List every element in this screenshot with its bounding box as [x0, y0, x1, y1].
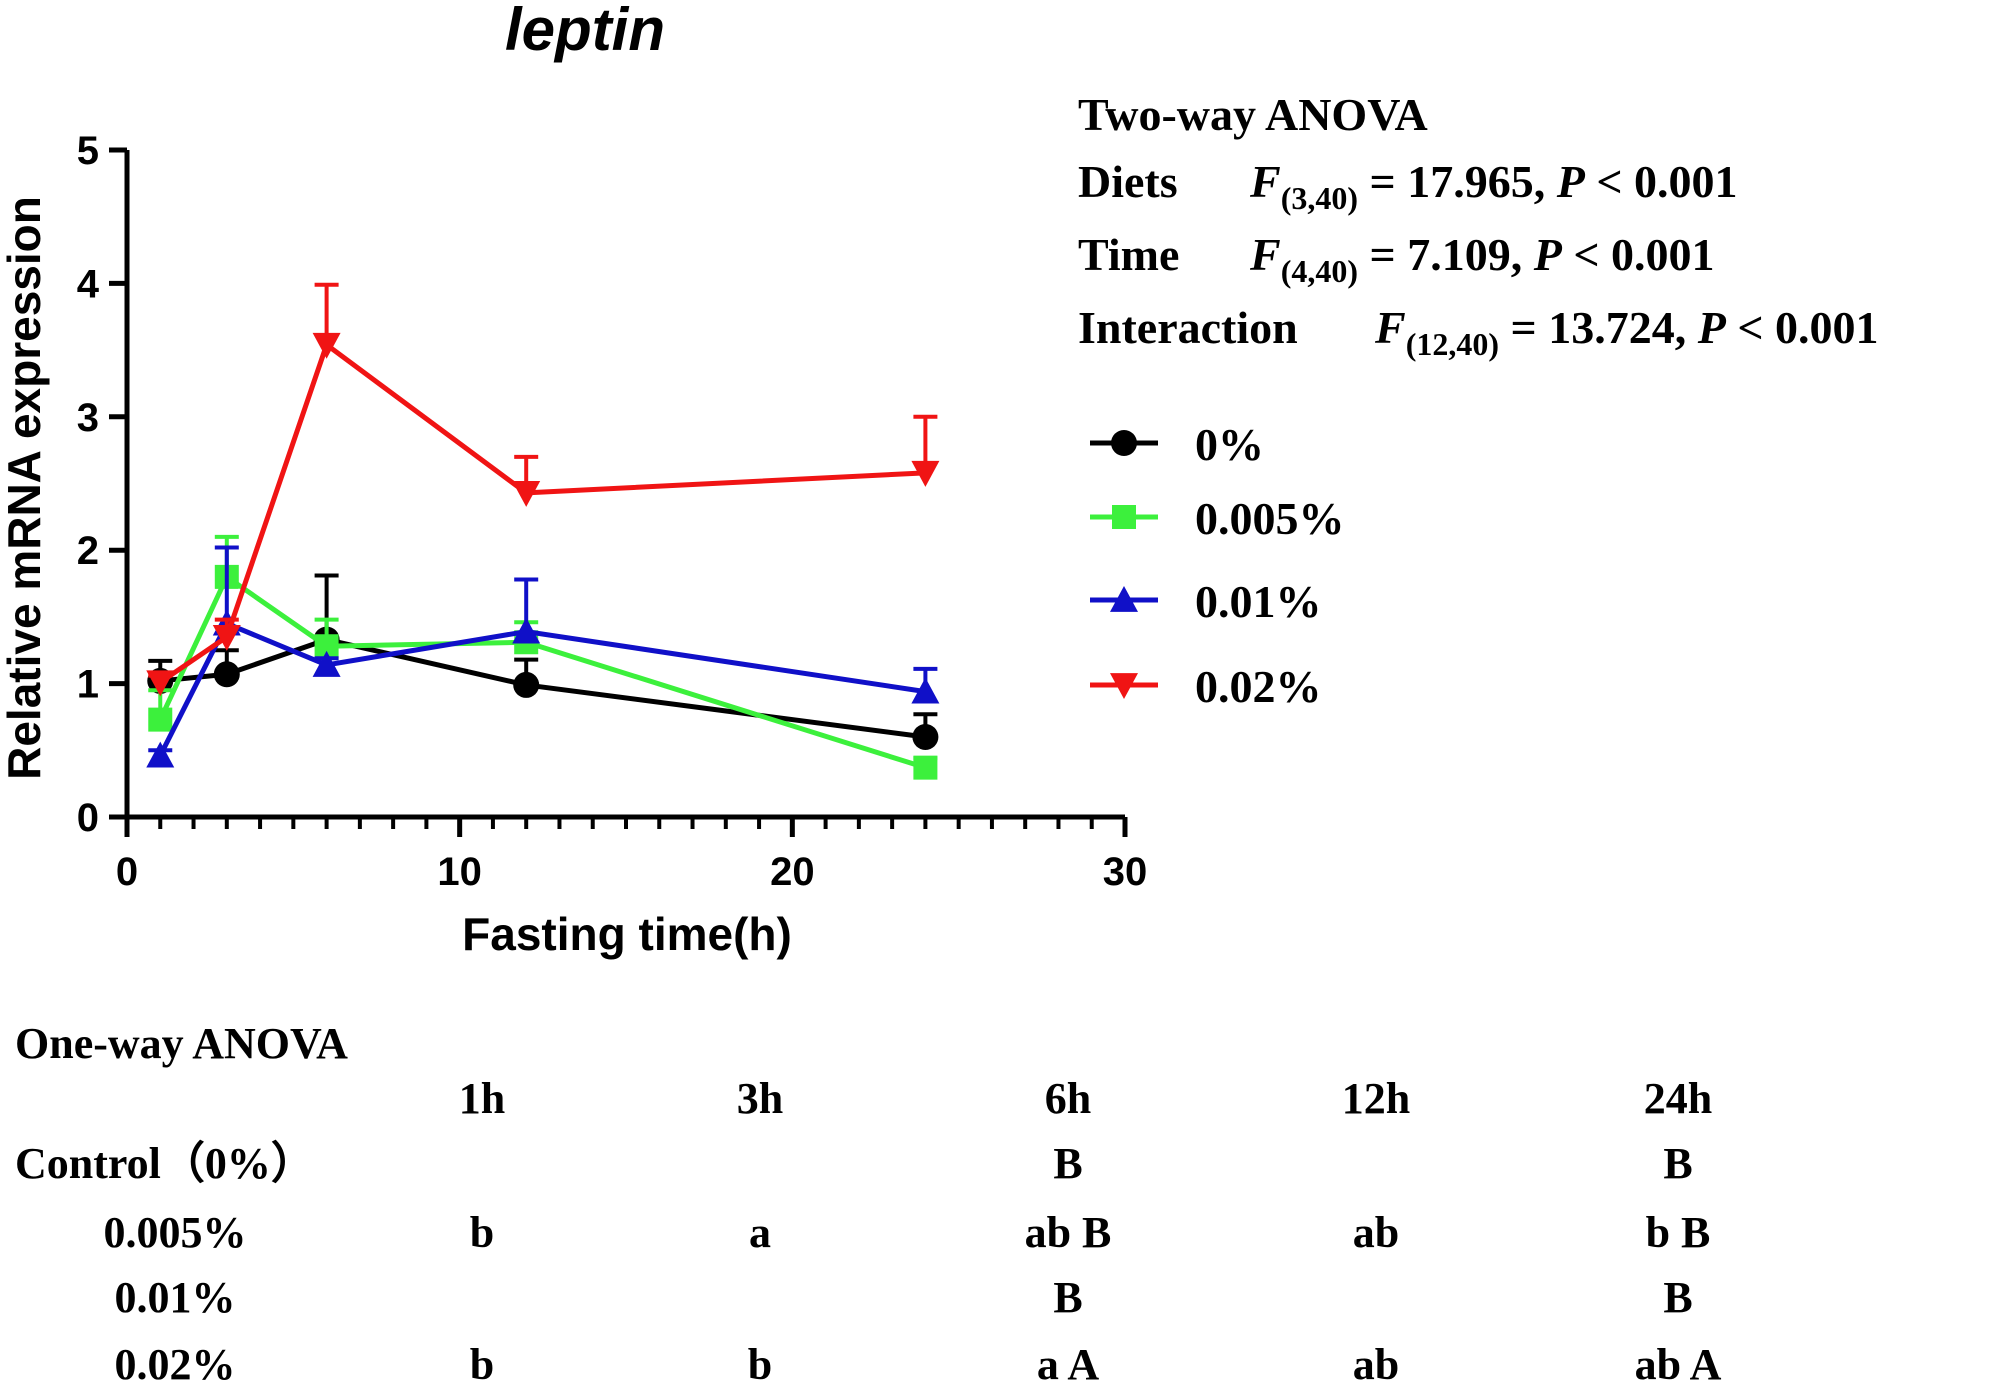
y-axis-label: Relative mRNA expression [0, 196, 50, 780]
data-point [512, 617, 541, 644]
table-cell: b [748, 1340, 772, 1382]
table-column-header: 3h [737, 1074, 783, 1123]
y-tick-label: 5 [77, 129, 99, 173]
data-point [911, 677, 940, 704]
table-column-header: 6h [1045, 1074, 1091, 1123]
y-tick-label: 4 [77, 262, 100, 306]
table-cell: ab [1353, 1208, 1399, 1257]
legend-label: 0% [1195, 419, 1264, 470]
table-cell: B [1053, 1273, 1082, 1322]
legend: 0% 0.005% 0.01% 0.02% [1090, 419, 1345, 712]
table-cell: ab B [1025, 1208, 1112, 1257]
table-cell: a [749, 1208, 771, 1257]
table-cell: a A [1037, 1340, 1100, 1382]
table-cell: B [1663, 1273, 1692, 1322]
data-point [513, 671, 540, 698]
series-layer [146, 282, 940, 780]
data-point [913, 755, 938, 780]
table-cell: b [470, 1340, 494, 1382]
x-tick-label: 10 [437, 850, 482, 894]
x-tick-label: 20 [770, 850, 815, 894]
anova-row-stat: F(4,40) = 7.109, P < 0.001 [1249, 229, 1715, 289]
legend-marker [1111, 430, 1137, 456]
table-row: 0.005% b a ab B ab b B [104, 1208, 1711, 1257]
legend-marker [1110, 673, 1138, 699]
table-column-header: 12h [1342, 1074, 1410, 1123]
legend-item: 0.005% [1090, 493, 1345, 544]
table-cell: B [1663, 1139, 1692, 1188]
two-way-anova-heading: Two-way ANOVA [1078, 89, 1428, 140]
anova-row-label: Interaction [1078, 302, 1298, 353]
data-point [146, 741, 175, 768]
table-cell: b [470, 1208, 494, 1257]
table-row-label: 0.02% [115, 1340, 236, 1382]
anova-row-label: Time [1078, 229, 1179, 280]
series-line [160, 637, 926, 740]
anova-row-stat: F(12,40) = 13.724, P < 0.001 [1374, 302, 1879, 362]
anova-row-stat: F(3,40) = 17.965, P < 0.001 [1249, 156, 1738, 216]
table-row: 0.01% B B [115, 1273, 1693, 1322]
y-tick-label: 3 [77, 396, 99, 440]
legend-marker [1112, 505, 1136, 529]
axis-ticks: 0 1 2 3 4 5 0 10 20 30 [77, 129, 1148, 894]
data-point [912, 723, 939, 750]
table-column-header: 24h [1644, 1074, 1712, 1123]
y-tick-label: 1 [77, 663, 99, 707]
data-point [911, 460, 940, 487]
data-point [212, 625, 241, 651]
series-0.02% [146, 282, 940, 697]
x-tick-label: 30 [1103, 850, 1148, 894]
two-way-anova-block: Two-way ANOVA Diets F(3,40) = 17.965, P … [1078, 89, 1879, 362]
legend-label: 0.02% [1195, 661, 1322, 712]
one-way-anova-heading: One-way ANOVA [15, 1019, 348, 1068]
table-row-label: 0.005% [104, 1208, 247, 1257]
data-point [146, 670, 175, 697]
data-point [512, 480, 541, 507]
series-0.01% [146, 545, 940, 768]
table-cell: B [1053, 1139, 1082, 1188]
legend-label: 0.005% [1195, 493, 1345, 544]
data-point [312, 332, 341, 359]
y-tick-label: 0 [77, 796, 99, 840]
chart-title: leptin [505, 0, 665, 63]
table-row: 0.02% b b a A ab ab A [115, 1340, 1722, 1382]
table-row: Control（0%） B B [15, 1139, 1693, 1188]
y-tick-label: 2 [77, 529, 99, 573]
table-cell: ab [1353, 1340, 1399, 1382]
x-tick-label: 0 [116, 850, 138, 894]
data-point [213, 661, 240, 688]
data-point [312, 650, 341, 677]
table-column-header: 1h [459, 1074, 505, 1123]
legend-item: 0.02% [1090, 661, 1322, 712]
table-cell: b B [1646, 1208, 1711, 1257]
table-cell: ab A [1635, 1340, 1722, 1382]
legend-marker [1110, 586, 1138, 612]
table-row-label: Control（0%） [15, 1139, 315, 1188]
x-axis-label: Fasting time(h) [462, 908, 792, 960]
axes [124, 150, 1125, 820]
legend-item: 0.01% [1090, 576, 1322, 627]
data-point [148, 707, 173, 732]
legend-item: 0% [1090, 419, 1264, 470]
legend-label: 0.01% [1195, 576, 1322, 627]
anova-row-label: Diets [1078, 156, 1178, 207]
table-row-label: 0.01% [115, 1273, 236, 1322]
